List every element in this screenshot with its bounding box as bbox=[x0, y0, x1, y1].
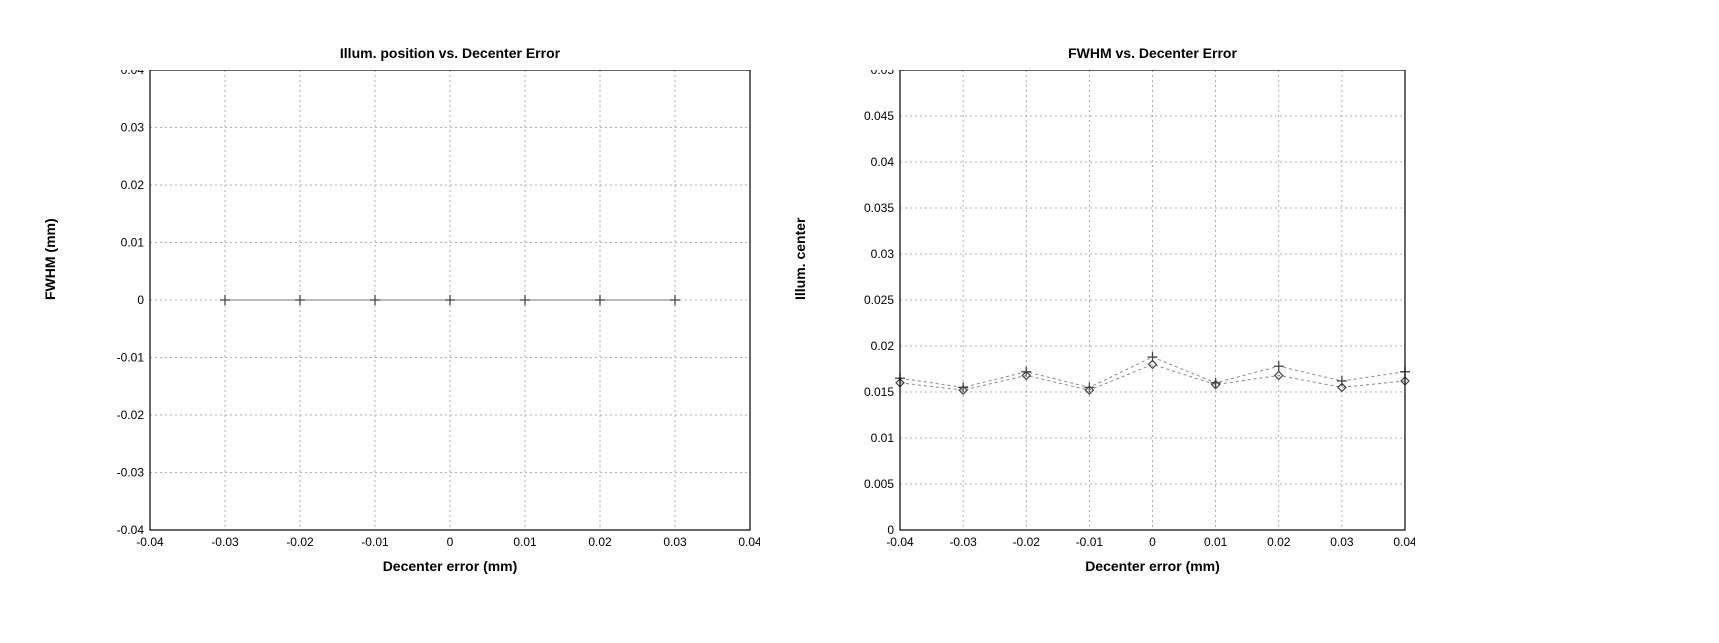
svg-text:0: 0 bbox=[887, 523, 894, 537]
svg-text:-0.03: -0.03 bbox=[211, 535, 239, 549]
svg-text:-0.03: -0.03 bbox=[949, 535, 977, 549]
svg-text:-0.01: -0.01 bbox=[117, 351, 145, 365]
svg-text:0.05: 0.05 bbox=[871, 70, 895, 77]
left-chart-title: Illum. position vs. Decenter Error bbox=[150, 40, 750, 66]
left-chart-svg: -0.04 -0.03 -0.02 -0.01 0 0.01 0.02 0.03 0.04 -0.… bbox=[80, 70, 760, 580]
svg-text:-0.03: -0.03 bbox=[117, 466, 145, 480]
svg-text:-0.04: -0.04 bbox=[117, 523, 145, 537]
svg-text:-0.02: -0.02 bbox=[1013, 535, 1041, 549]
svg-text:0.04: 0.04 bbox=[738, 535, 760, 549]
right-chart-svg: -0.04 -0.03 -0.02 -0.01 0 0.01 0.02 0.03 0.04 0 0.… bbox=[830, 70, 1415, 580]
svg-text:0.02: 0.02 bbox=[1267, 535, 1291, 549]
svg-text:-0.04: -0.04 bbox=[136, 535, 164, 549]
svg-text:0.04: 0.04 bbox=[121, 70, 145, 77]
svg-text:0.04: 0.04 bbox=[871, 155, 895, 169]
svg-text:0.03: 0.03 bbox=[663, 535, 687, 549]
svg-text:0.02: 0.02 bbox=[588, 535, 612, 549]
svg-text:0.02: 0.02 bbox=[871, 339, 895, 353]
svg-text:0.045: 0.045 bbox=[864, 109, 894, 123]
svg-text:-0.01: -0.01 bbox=[1076, 535, 1104, 549]
svg-text:-0.01: -0.01 bbox=[361, 535, 389, 549]
svg-text:0.01: 0.01 bbox=[121, 236, 145, 250]
svg-text:0.01: 0.01 bbox=[1204, 535, 1228, 549]
left-chart-xlabel: Decenter error (mm) bbox=[383, 558, 518, 574]
svg-text:0: 0 bbox=[1149, 535, 1156, 549]
svg-text:-0.04: -0.04 bbox=[886, 535, 914, 549]
svg-text:0.03: 0.03 bbox=[871, 247, 895, 261]
svg-text:0.01: 0.01 bbox=[871, 431, 895, 445]
right-chart-title: FWHM vs. Decenter Error bbox=[900, 40, 1405, 66]
right-chart: FWHM vs. Decenter Error -0.04-0.03-0.02-… bbox=[830, 40, 1415, 580]
svg-text:-0.02: -0.02 bbox=[286, 535, 314, 549]
svg-text:0.03: 0.03 bbox=[121, 121, 145, 135]
svg-text:0.005: 0.005 bbox=[864, 477, 894, 491]
page-root: Illum. position vs. Decenter Error -0.04… bbox=[0, 0, 1719, 643]
svg-text:0.035: 0.035 bbox=[864, 201, 894, 215]
svg-text:0.02: 0.02 bbox=[121, 178, 145, 192]
svg-text:0: 0 bbox=[137, 293, 144, 307]
right-chart-xlabel: Decenter error (mm) bbox=[1085, 558, 1220, 574]
svg-text:0.025: 0.025 bbox=[864, 293, 894, 307]
svg-text:0.04: 0.04 bbox=[1393, 535, 1415, 549]
svg-text:0.03: 0.03 bbox=[1330, 535, 1354, 549]
svg-text:-0.02: -0.02 bbox=[117, 408, 145, 422]
svg-text:0.015: 0.015 bbox=[864, 385, 894, 399]
svg-text:0.01: 0.01 bbox=[513, 535, 537, 549]
svg-text:0: 0 bbox=[447, 535, 454, 549]
left-chart: Illum. position vs. Decenter Error -0.04… bbox=[80, 40, 760, 580]
